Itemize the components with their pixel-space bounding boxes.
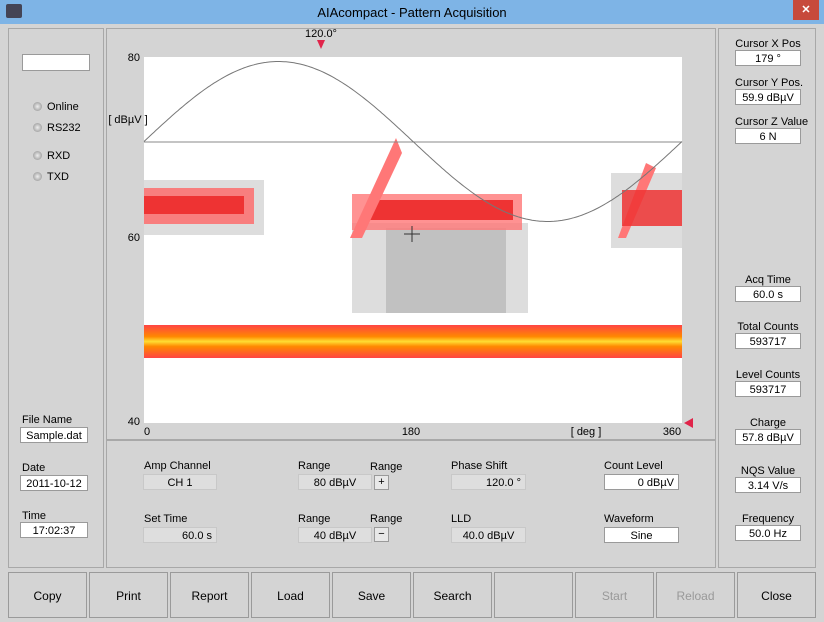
readout-value: 60.0 s: [735, 286, 801, 302]
control-label: Phase Shift: [451, 460, 508, 472]
control-label: LLD: [451, 513, 472, 525]
step-button[interactable]: −: [374, 527, 389, 542]
readout-label: Cursor Z Value: [735, 116, 809, 128]
phase-marker: [317, 40, 325, 49]
x-label: 0: [144, 426, 150, 438]
control-label: Range: [370, 461, 403, 473]
y-unit: [ dBµV ]: [108, 114, 147, 126]
button[interactable]: [494, 572, 573, 618]
x-label: 180: [402, 426, 420, 438]
close-window[interactable]: ✕: [793, 0, 819, 20]
readout-label: Frequency: [742, 513, 794, 525]
readout-value: 59.9 dBµV: [735, 89, 801, 105]
control-label: Waveform: [604, 513, 654, 525]
app-icon: [6, 4, 22, 18]
indicator-led: [33, 102, 42, 111]
x-label: 360: [663, 426, 681, 438]
button[interactable]: Start: [575, 572, 654, 618]
readout-value: 593717: [735, 333, 801, 349]
readout-value: 6 N: [735, 128, 801, 144]
readout-value: 593717: [735, 381, 801, 397]
readout-label: NQS Value: [740, 465, 796, 477]
indicator-label: RS232: [47, 122, 81, 134]
button[interactable]: Search: [413, 572, 492, 618]
control-label: Count Level: [604, 460, 663, 472]
pattern-plot: 120.0° 80 60 40 [ dBµV ] 0 180 360 [ deg…: [108, 28, 693, 438]
label: Date: [22, 462, 46, 474]
control-label: Amp Channel: [144, 460, 211, 472]
readout-value: 50.0 Hz: [735, 525, 801, 541]
field: Sample.dat: [20, 427, 88, 443]
readout-label: Cursor Y Pos.: [735, 77, 804, 89]
button[interactable]: Close: [737, 572, 816, 618]
readout-value: 179 °: [735, 50, 801, 66]
step-button[interactable]: +: [374, 475, 389, 490]
button[interactable]: Load: [251, 572, 330, 618]
indicator-led: [33, 151, 42, 160]
label: Time: [22, 510, 47, 522]
field: 2011-10-12: [20, 475, 88, 491]
readout-value: 57.8 dBµV: [735, 429, 801, 445]
control-label: Range: [298, 513, 331, 525]
indicator-label: RXD: [47, 150, 71, 162]
control-field: 60.0 s: [143, 527, 217, 543]
indicator-label: TXD: [47, 171, 69, 183]
label: File Name: [22, 414, 73, 426]
button[interactable]: Print: [89, 572, 168, 618]
indicator-led: [33, 123, 42, 132]
control-field: CH 1: [143, 474, 217, 490]
range-marker: [684, 418, 693, 428]
field: 17:02:37: [20, 522, 88, 538]
controls-panel: [106, 440, 716, 568]
button[interactable]: Report: [170, 572, 249, 618]
control-field: 0 dBµV: [604, 474, 679, 490]
readout-label: Level Counts: [735, 369, 801, 381]
readout-label: Acq Time: [745, 274, 791, 286]
sine-curve: [143, 61, 683, 222]
heatmap: [144, 138, 682, 358]
status-field: [22, 54, 90, 71]
readout-label: Total Counts: [737, 321, 799, 333]
marker-label: 120.0°: [305, 28, 337, 40]
button[interactable]: Reload: [656, 572, 735, 618]
control-field: 120.0 °: [451, 474, 526, 490]
title-bar: AIAcompact - Pattern Acquisition ✕: [0, 0, 824, 24]
y-label: 40: [128, 416, 140, 428]
y-label: 60: [128, 232, 140, 244]
cursor: [404, 226, 420, 242]
control-label: Set Time: [144, 513, 188, 525]
control-field: 40.0 dBµV: [451, 527, 526, 543]
x-unit: [ deg ]: [571, 426, 602, 438]
window-title: AIAcompact - Pattern Acquisition: [317, 5, 507, 20]
indicator-led: [33, 172, 42, 181]
readout-label: Charge: [749, 417, 787, 429]
control-field: 40 dBµV: [298, 527, 372, 543]
control-label: Range: [298, 460, 331, 472]
control-field: 80 dBµV: [298, 474, 372, 490]
readout-value: 3.14 V/s: [735, 477, 801, 493]
y-label: 80: [128, 52, 140, 64]
button[interactable]: Copy: [8, 572, 87, 618]
readout-label: Cursor X Pos: [735, 38, 801, 50]
control-label: Range: [370, 513, 403, 525]
button[interactable]: Save: [332, 572, 411, 618]
indicator-label: Online: [47, 101, 79, 113]
control-field: Sine: [604, 527, 679, 543]
